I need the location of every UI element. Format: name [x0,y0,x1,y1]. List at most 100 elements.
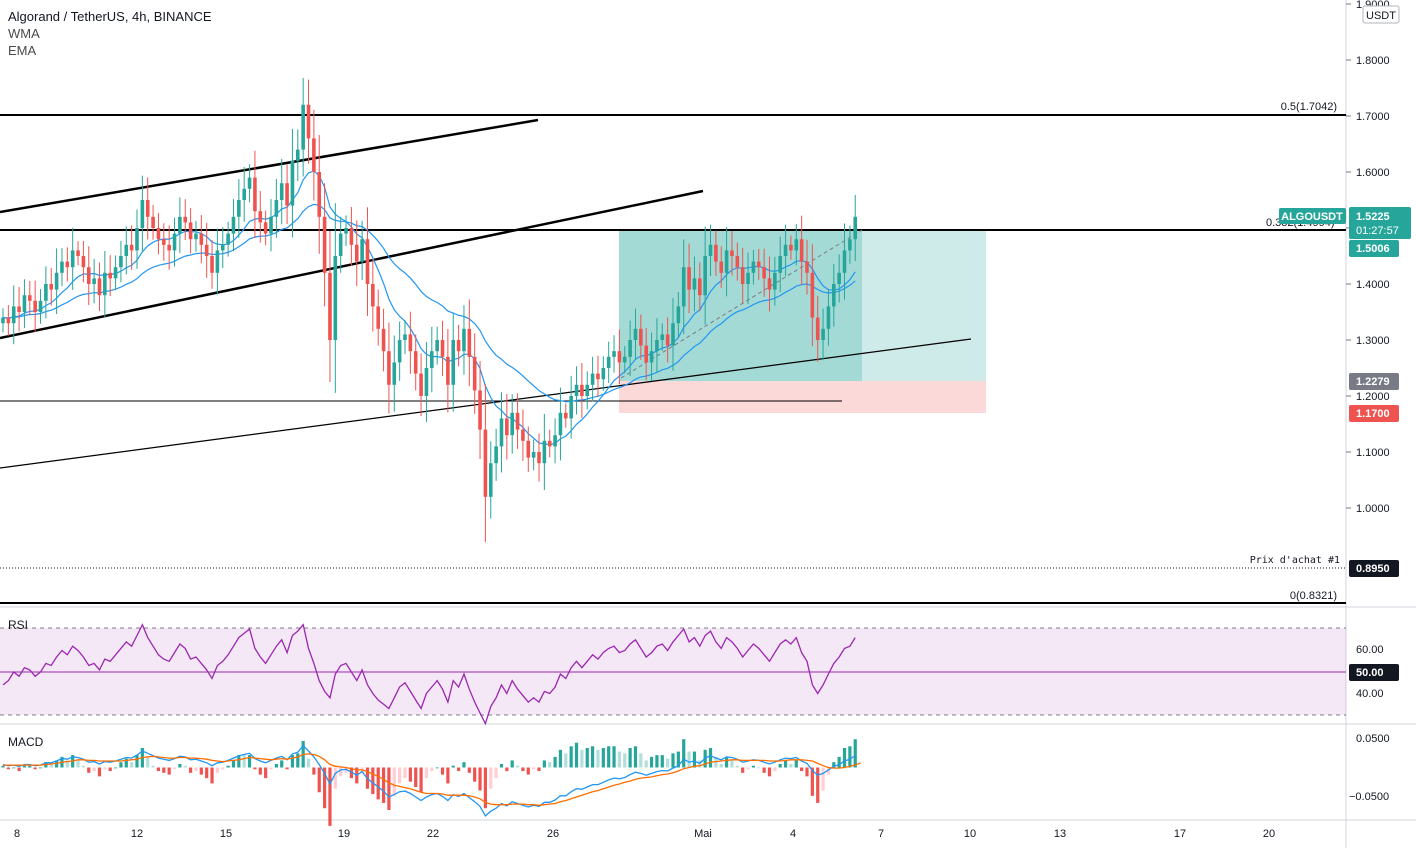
candle-body[interactable] [606,356,611,368]
candle-body[interactable] [537,452,541,464]
candle-body[interactable] [794,239,799,251]
candle-body[interactable] [279,183,284,200]
candle-body[interactable] [97,278,102,296]
candle-body[interactable] [499,418,504,447]
candle-body[interactable] [665,334,670,346]
candle-body[interactable] [296,149,300,161]
candle-body[interactable] [751,261,756,273]
candle-body[interactable] [333,256,338,340]
candle-body[interactable] [60,261,64,273]
candle-body[interactable] [413,351,418,374]
candle-body[interactable] [285,183,289,206]
candle-body[interactable] [306,104,311,139]
candle-body[interactable] [28,295,32,301]
wma-line[interactable] [2,170,856,446]
candle-body[interactable] [746,272,750,284]
candle-body[interactable] [837,272,841,284]
candle-body[interactable] [478,390,482,430]
candle-body[interactable] [354,244,359,262]
macd-line[interactable] [2,744,856,817]
candle-body[interactable] [773,272,777,290]
candle-body[interactable] [129,244,134,251]
long-position-stop-zone[interactable] [619,381,986,413]
price-axis[interactable]: 1.90001.80001.70001.60001.50001.40001.30… [1346,0,1390,515]
indicator-wma[interactable]: WMA [8,26,40,41]
candle-body[interactable] [494,446,498,464]
candle-body[interactable] [719,261,724,273]
candle-body[interactable] [301,104,305,150]
candle-body[interactable] [655,340,659,352]
candle-body[interactable] [510,412,514,436]
currency-badge[interactable] [1362,5,1400,24]
candle-body[interactable] [628,340,632,357]
candle-body[interactable] [585,384,590,396]
candle-body[interactable] [65,261,70,268]
candle-body[interactable] [574,384,579,396]
candle-body[interactable] [381,328,386,352]
candle-body[interactable] [783,244,788,256]
candle-body[interactable] [756,261,761,268]
candle-body[interactable] [778,256,782,273]
candle-body[interactable] [70,250,75,268]
candle-body[interactable] [338,233,343,256]
candle-body[interactable] [1,317,5,324]
candle-body[interactable] [671,323,675,346]
candle-body[interactable] [17,306,21,312]
candle-body[interactable] [569,396,573,419]
candle-body[interactable] [76,250,80,256]
candle-body[interactable] [526,440,531,458]
candle-body[interactable] [762,267,766,279]
candle-body[interactable] [547,440,552,447]
candle-body[interactable] [687,267,691,290]
candle-body[interactable] [263,222,268,234]
candle-body[interactable] [730,250,734,256]
candle-body[interactable] [156,228,161,240]
candle-body[interactable] [403,334,407,340]
candle-body[interactable] [11,306,16,324]
candle-body[interactable] [805,261,809,273]
candles[interactable] [1,77,858,543]
candle-body[interactable] [681,267,686,307]
candle-body[interactable] [371,284,375,307]
candle-body[interactable] [38,300,43,312]
candle-body[interactable] [440,340,445,357]
candle-body[interactable] [145,200,150,217]
candle-body[interactable] [365,239,370,284]
candle-body[interactable] [54,272,59,290]
candle-body[interactable] [397,340,402,363]
candle-body[interactable] [832,284,836,307]
candle-body[interactable] [210,256,214,273]
candle-body[interactable] [467,328,472,357]
candle-body[interactable] [601,368,606,380]
candle-body[interactable] [488,463,493,497]
candle-body[interactable] [472,356,477,391]
candle-body[interactable] [328,272,332,340]
candle-body[interactable] [6,317,11,324]
candle-body[interactable] [435,340,439,352]
time-axis[interactable]: 8 12 15 19 22 26 Mai 4 7 10 13 17 20 [14,828,1275,840]
candle-body[interactable] [505,418,509,436]
candle-body[interactable] [237,200,241,217]
candle-body[interactable] [103,272,107,296]
candle-body[interactable] [735,256,740,268]
candle-body[interactable] [108,272,112,279]
candle-body[interactable] [521,429,525,441]
ema-line[interactable] [2,203,856,403]
candle-body[interactable] [392,362,397,385]
candle-body[interactable] [387,351,391,385]
candle-body[interactable] [344,228,348,234]
candle-body[interactable] [740,267,745,284]
candle-body[interactable] [531,452,536,458]
candle-body[interactable] [767,278,772,290]
candle-body[interactable] [617,351,622,363]
candle-body[interactable] [220,244,225,251]
candle-body[interactable] [446,356,450,385]
candle-body[interactable] [692,278,697,290]
candle-body[interactable] [724,250,729,273]
candle-body[interactable] [199,233,204,245]
candle-body[interactable] [649,351,654,363]
candle-body[interactable] [799,239,804,262]
candle-body[interactable] [124,244,129,256]
candle-body[interactable] [22,295,27,312]
candle-body[interactable] [247,177,252,189]
